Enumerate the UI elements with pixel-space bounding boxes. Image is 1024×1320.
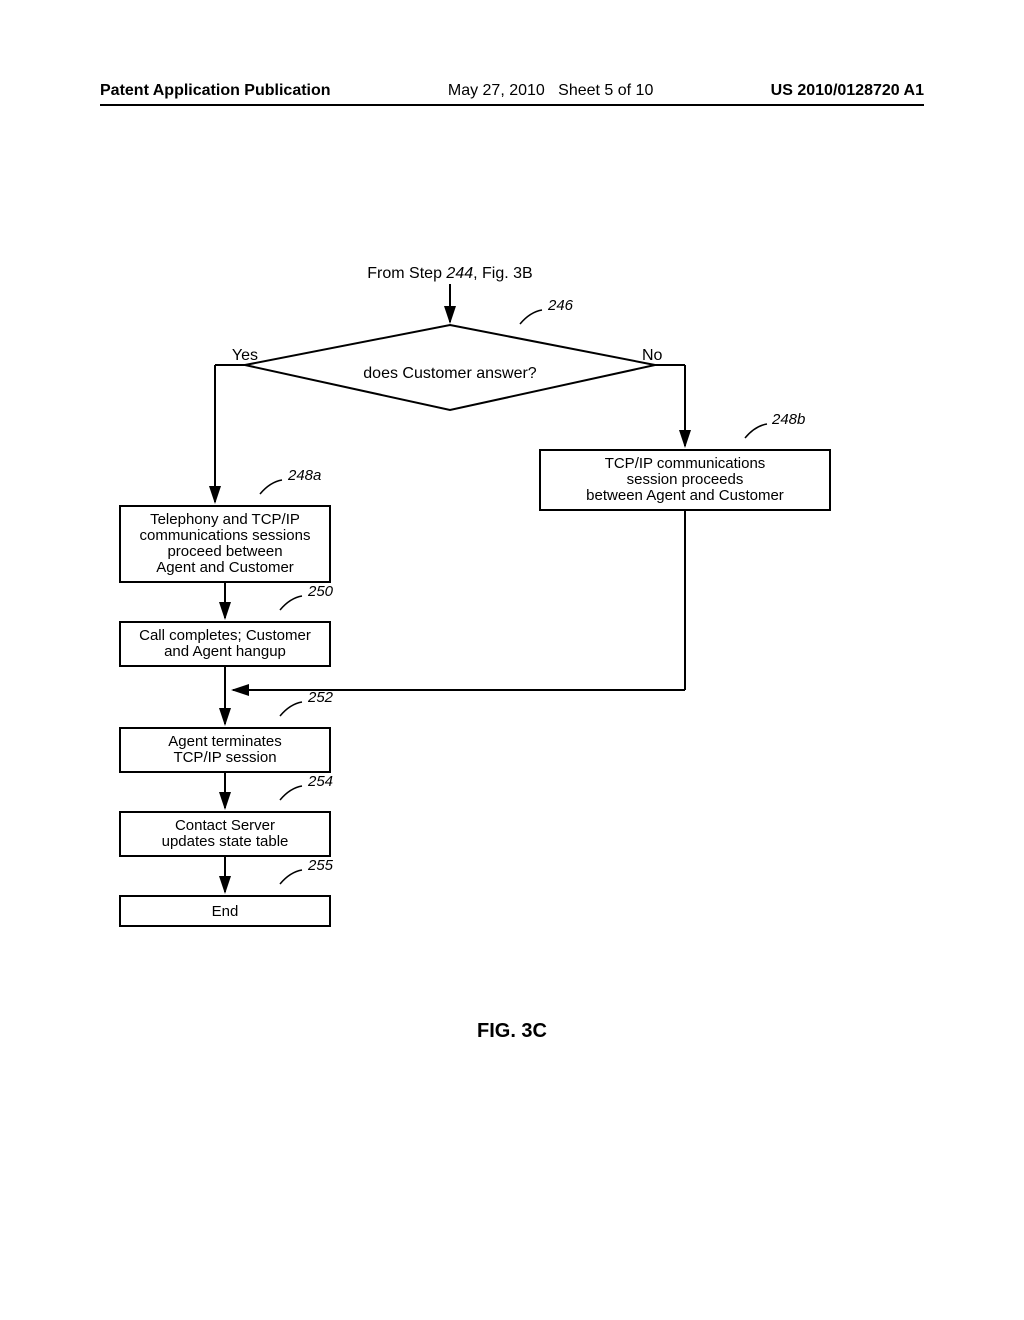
header-date-sheet: May 27, 2010 Sheet 5 of 10 [448,82,653,100]
ref-curve-248b [745,424,767,438]
box-252-l2: TCP/IP session [173,749,276,766]
no-label: No [642,347,663,364]
ref-curve-254 [280,786,302,800]
box-252-l1: Agent terminates [168,733,281,750]
ref-curve-250 [280,596,302,610]
yes-label: Yes [232,347,258,364]
box-254-l1: Contact Server [175,817,275,834]
box-255-l1: End [212,903,239,920]
box-248a-l1: Telephony and TCP/IP [150,511,300,528]
decision-text: does Customer answer? [363,365,537,382]
ref-254: 254 [307,773,333,790]
ref-250: 250 [307,583,334,600]
ref-248b: 248b [771,411,805,428]
header-sheet: Sheet 5 of 10 [558,82,653,99]
box-248a-l2: communications sessions [140,527,311,544]
box-254-l2: updates state table [162,833,289,850]
ref-248a: 248a [287,467,321,484]
ref-255: 255 [307,857,334,874]
page-header: Patent Application Publication May 27, 2… [100,82,924,106]
ref-curve-252 [280,702,302,716]
box-248b-l3: between Agent and Customer [586,487,784,504]
box-250-l1: Call completes; Customer [139,627,311,644]
box-248a-l3: proceed between [167,543,282,560]
header-pubno: US 2010/0128720 A1 [771,82,924,100]
header-date: May 27, 2010 [448,82,545,99]
header-publication: Patent Application Publication [100,82,331,100]
ref-252: 252 [307,689,334,706]
box-250-l2: and Agent hangup [164,643,286,660]
flowchart-diagram: From Step 244, Fig. 3B does Customer ans… [110,260,890,1080]
from-step-text: From Step 244, Fig. 3B [367,265,532,282]
ref-curve-255 [280,870,302,884]
ref-curve-246 [520,310,542,324]
ref-246: 246 [547,297,574,314]
figure-caption: FIG. 3C [0,1020,1024,1043]
box-248b-l2: session proceeds [627,471,744,488]
page: Patent Application Publication May 27, 2… [0,0,1024,1320]
ref-curve-248a [260,480,282,494]
box-248a-l4: Agent and Customer [156,559,294,576]
box-248b-l1: TCP/IP communications [605,455,766,472]
